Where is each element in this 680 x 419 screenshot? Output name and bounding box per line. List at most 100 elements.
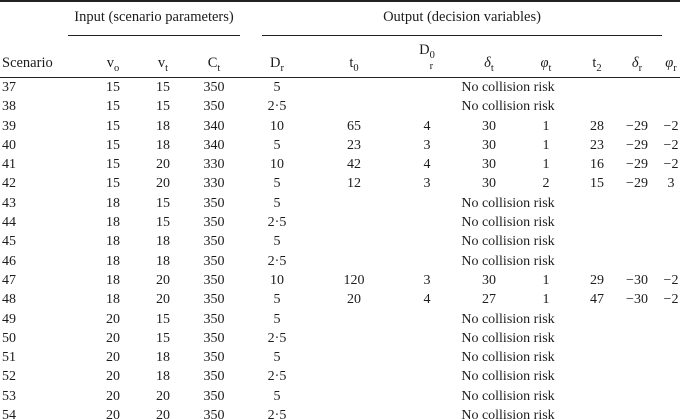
cell-vo: 15 bbox=[106, 118, 120, 134]
col-header-t0: t0 bbox=[312, 42, 396, 78]
cell-t0: 12 bbox=[347, 176, 361, 192]
cell-delta-t: 27 bbox=[482, 292, 496, 308]
cell-t0: 20 bbox=[347, 292, 361, 308]
cell-vo: 18 bbox=[106, 234, 120, 250]
cell-no-collision: No collision risk bbox=[461, 311, 555, 327]
cell-vo: 15 bbox=[106, 99, 120, 115]
cell-dr0: 4 bbox=[423, 292, 431, 308]
cell-ct: 350 bbox=[203, 388, 225, 404]
table-row: 50 20 15 350 2·5 No collision risk bbox=[0, 329, 680, 348]
cell-vo: 18 bbox=[106, 292, 120, 308]
cell-ct: 350 bbox=[203, 215, 225, 231]
cell-vo: 18 bbox=[106, 195, 120, 211]
cell-no-collision: No collision risk bbox=[461, 80, 555, 95]
cell-t2: 15 bbox=[590, 176, 604, 192]
cell-delta-r: −29 bbox=[626, 118, 648, 134]
cell-dr: 5 bbox=[273, 311, 281, 327]
cell-ct: 350 bbox=[203, 99, 225, 115]
cell-scenario: 43 bbox=[2, 195, 16, 211]
cell-ct: 350 bbox=[203, 369, 225, 385]
table-row: 44 18 15 350 2·5 No collision risk bbox=[0, 213, 680, 232]
cell-dr: 10 bbox=[270, 157, 284, 173]
input-group-header: Input (scenario parameters) bbox=[74, 9, 234, 25]
cell-vt: 15 bbox=[156, 195, 170, 211]
cell-t2: 47 bbox=[590, 292, 604, 308]
cell-scenario: 39 bbox=[2, 118, 16, 134]
col-header-t2: t2 bbox=[572, 42, 622, 78]
table-row: 51 20 18 350 5 No collision risk bbox=[0, 348, 680, 367]
cell-phi-r: −2 bbox=[663, 157, 679, 173]
cell-scenario: 41 bbox=[2, 157, 16, 173]
header-base: φ bbox=[665, 55, 674, 71]
cell-vo: 15 bbox=[106, 80, 120, 95]
cell-no-collision: No collision risk bbox=[461, 388, 555, 404]
header-sub: r bbox=[673, 62, 677, 74]
cell-dr: 2·5 bbox=[267, 99, 287, 115]
cell-dr: 5 bbox=[273, 137, 281, 153]
cell-dr: 2·5 bbox=[267, 408, 287, 419]
table-row: 53 20 20 350 5 No collision risk bbox=[0, 387, 680, 406]
cell-vt: 15 bbox=[156, 215, 170, 231]
group-header-row: Input (scenario parameters) Output (deci… bbox=[0, 1, 680, 42]
cell-vt: 15 bbox=[156, 80, 170, 95]
cell-vt: 15 bbox=[156, 99, 170, 115]
cell-vo: 20 bbox=[106, 408, 120, 419]
col-header-vt: vt bbox=[140, 42, 186, 78]
header-sub: 2 bbox=[596, 62, 602, 74]
cell-no-collision: No collision risk bbox=[461, 215, 555, 231]
output-group-header: Output (decision variables) bbox=[383, 9, 541, 25]
header-sub: r bbox=[280, 62, 284, 74]
cell-vo: 20 bbox=[106, 369, 120, 385]
cell-vt: 15 bbox=[156, 330, 170, 346]
table-row: 49 20 15 350 5 No collision risk bbox=[0, 310, 680, 329]
table-row: 40 15 18 340 5 23 3 30 1 23 −29 −2 bbox=[0, 136, 680, 155]
cell-t2: 29 bbox=[590, 272, 604, 288]
header-base: t bbox=[592, 55, 597, 71]
cell-vo: 18 bbox=[106, 215, 120, 231]
cell-scenario: 51 bbox=[2, 350, 16, 366]
cell-phi-r: −2 bbox=[663, 118, 679, 134]
cell-scenario: 46 bbox=[2, 253, 16, 269]
header-sub: 0 bbox=[353, 62, 359, 74]
cell-dr: 10 bbox=[270, 118, 284, 134]
cell-dr: 10 bbox=[270, 272, 284, 288]
header-sup: 0 bbox=[429, 50, 435, 61]
cell-ct: 350 bbox=[203, 195, 225, 211]
cell-vo: 20 bbox=[106, 388, 120, 404]
cell-delta-r: −30 bbox=[626, 292, 648, 308]
group-header-cell: Input (scenario parameters) Output (deci… bbox=[0, 1, 680, 42]
cell-delta-t: 30 bbox=[482, 118, 496, 134]
header-sub: t bbox=[490, 62, 494, 74]
cell-vt: 20 bbox=[156, 408, 170, 419]
cell-vo: 20 bbox=[106, 311, 120, 327]
cell-scenario: 52 bbox=[2, 369, 16, 385]
header-base: D bbox=[419, 42, 430, 58]
table-row: 41 15 20 330 10 42 4 30 1 16 −29 −2 bbox=[0, 155, 680, 174]
cell-vo: 18 bbox=[106, 253, 120, 269]
col-header-delta-t: δt bbox=[458, 42, 520, 78]
cell-delta-r: −29 bbox=[626, 137, 648, 153]
cell-delta-t: 30 bbox=[482, 272, 496, 288]
cell-vt: 18 bbox=[156, 350, 170, 366]
cell-scenario: 49 bbox=[2, 311, 16, 327]
cell-phi-r: −2 bbox=[663, 272, 679, 288]
header-base: δ bbox=[631, 55, 639, 71]
cell-ct: 350 bbox=[203, 408, 225, 419]
cell-dr: 5 bbox=[273, 350, 281, 366]
header-base: δ bbox=[484, 55, 491, 71]
cell-phi-r: −2 bbox=[663, 292, 679, 308]
header-sub: t bbox=[548, 62, 552, 74]
cell-dr0: 4 bbox=[423, 118, 431, 134]
cell-dr: 5 bbox=[273, 195, 281, 211]
cell-phi-r: 3 bbox=[667, 176, 675, 192]
cell-phi-t: 1 bbox=[542, 118, 550, 134]
cell-no-collision: No collision risk bbox=[461, 195, 555, 211]
cell-phi-t: 2 bbox=[542, 176, 550, 192]
col-header-delta-r: δr bbox=[622, 42, 652, 78]
cell-no-collision: No collision risk bbox=[461, 350, 555, 366]
cell-t2: 23 bbox=[590, 137, 604, 153]
cell-ct: 330 bbox=[203, 157, 225, 173]
